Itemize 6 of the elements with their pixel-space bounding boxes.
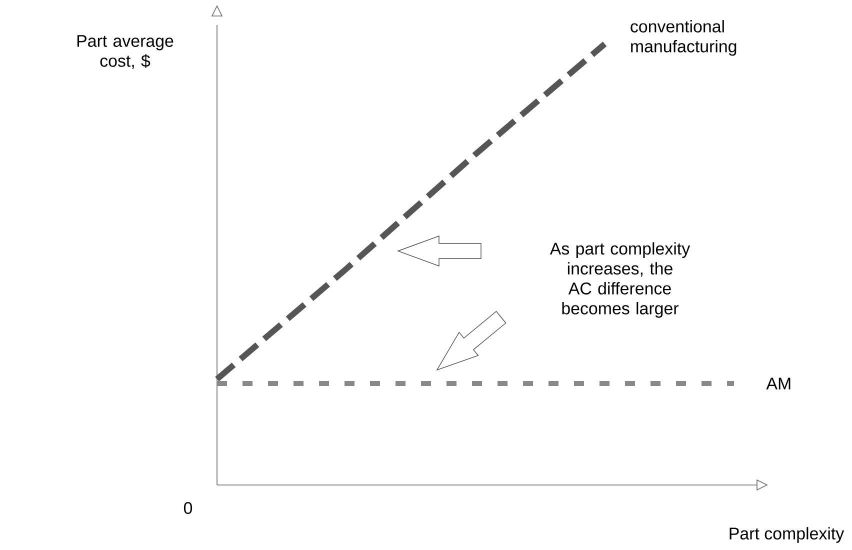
annotation: As part complexity increases, the AC difference becomes larger bbox=[550, 242, 690, 318]
x-axis-title: Part complexity bbox=[730, 527, 844, 543]
series-label: AM bbox=[766, 378, 790, 390]
text: 0 bbox=[184, 502, 192, 514]
y-axis-title: Part average cost, $ bbox=[77, 35, 174, 69]
series-label: conventional manufacturing bbox=[630, 20, 736, 56]
